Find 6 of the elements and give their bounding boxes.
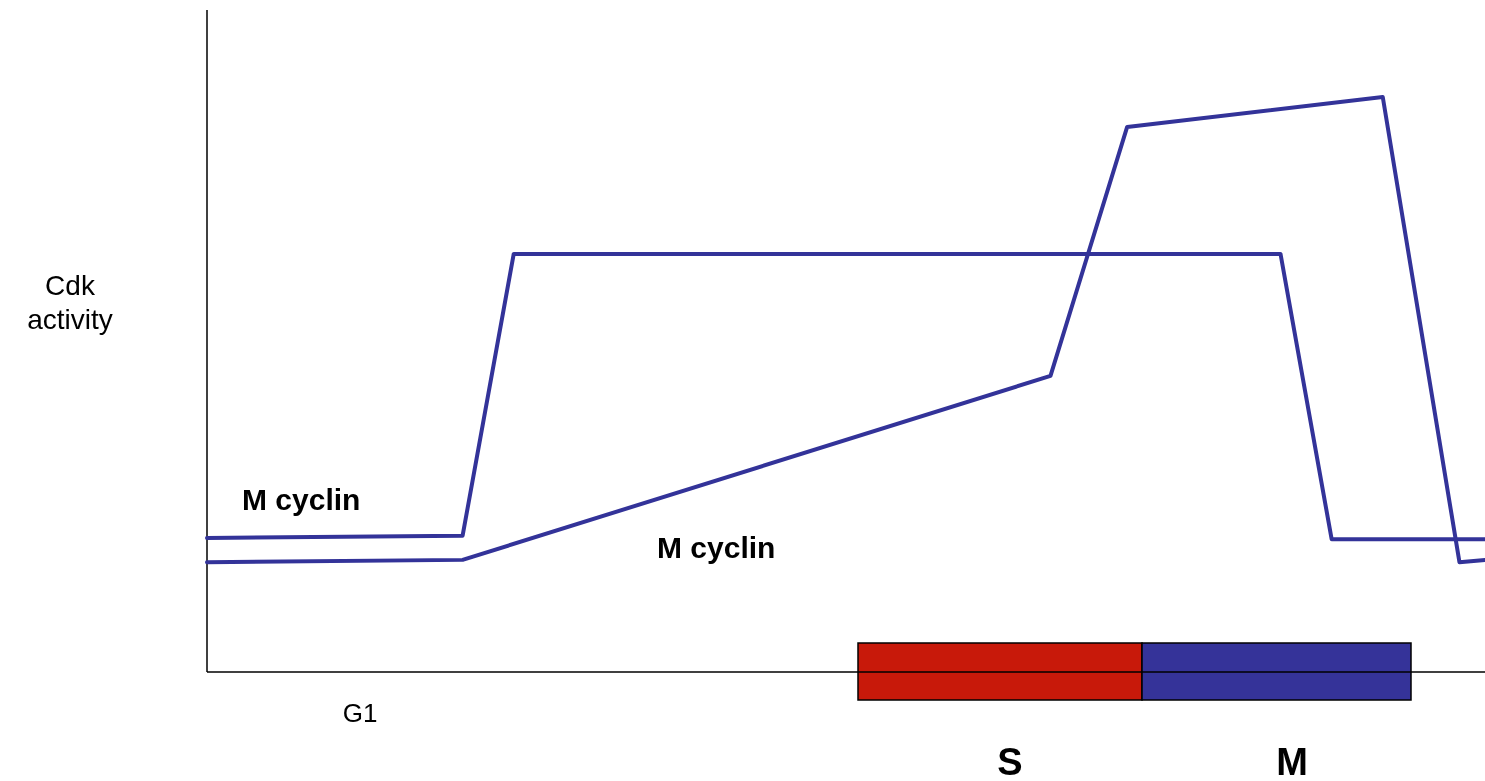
text: M [1276,741,1308,781]
series-label: M cyclin [657,531,776,564]
series-label: M cyclin [242,483,361,516]
text: S [997,741,1023,781]
text: G1 [342,698,378,728]
y-axis-title: Cdk activity [27,270,113,335]
